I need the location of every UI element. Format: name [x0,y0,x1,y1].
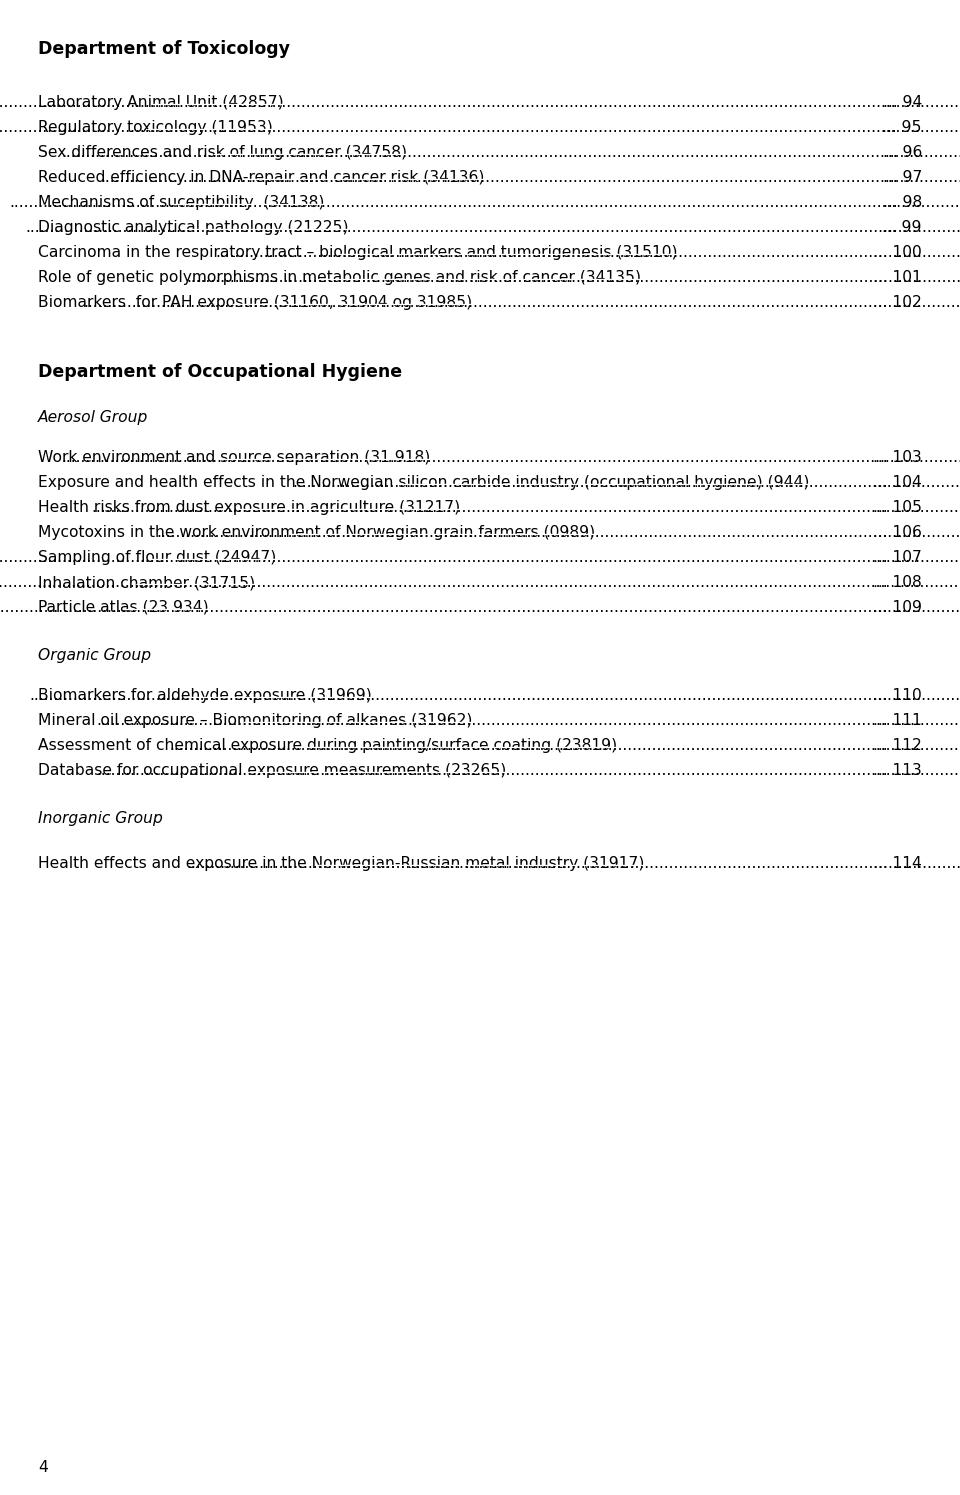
Text: Department of Occupational Hygiene: Department of Occupational Hygiene [38,363,402,381]
Text: Sex differences and risk of lung cancer (34758): Sex differences and risk of lung cancer … [38,145,407,160]
Text: ... 95: ... 95 [882,120,922,135]
Text: ................................................................................: ........................................… [0,96,960,111]
Text: ................................................................................: ........................................… [10,194,960,209]
Text: Health effects and exposure in the Norwegian-Russian metal industry (31917): Health effects and exposure in the Norwe… [38,857,644,872]
Text: ... 111: ... 111 [874,713,922,728]
Text: Database for occupational exposure measurements (23265): Database for occupational exposure measu… [38,762,506,777]
Text: ................................................................................: ........................................… [96,713,960,728]
Text: ... 96: ... 96 [882,145,922,160]
Text: ... 112: ... 112 [874,739,922,753]
Text: ................................................................................: ........................................… [156,525,960,540]
Text: Department of Toxicology: Department of Toxicology [38,40,290,58]
Text: Diagnostic analytical pathology (21225): Diagnostic analytical pathology (21225) [38,220,348,235]
Text: ................................................................................: ........................................… [215,245,960,260]
Text: Sampling of flour dust (24947): Sampling of flour dust (24947) [38,550,276,565]
Text: ... 103: ... 103 [874,450,922,465]
Text: ................................................................................: ........................................… [170,739,960,753]
Text: Mineral oil exposure – Biomonitoring of alkanes (31962): Mineral oil exposure – Biomonitoring of … [38,713,472,728]
Text: ... 102: ... 102 [874,295,922,309]
Text: Role of genetic polymorphisms in metabolic genes and risk of cancer (34135): Role of genetic polymorphisms in metabol… [38,271,641,286]
Text: Laboratory Animal Unit (42857): Laboratory Animal Unit (42857) [38,96,283,111]
Text: ................................................................................: ........................................… [61,145,960,160]
Text: ................................................................................: ........................................… [96,762,960,777]
Text: ................................................................................: ........................................… [0,120,960,135]
Text: ... 106: ... 106 [874,525,922,540]
Text: ... 97: ... 97 [882,170,922,185]
Text: Mycotoxins in the work environment of Norwegian grain farmers (0989): Mycotoxins in the work environment of No… [38,525,595,540]
Text: Carcinoma in the respiratory tract – biological markers and tumorigenesis (31510: Carcinoma in the respiratory tract – bio… [38,245,678,260]
Text: ................................................................................: ........................................… [187,857,960,872]
Text: ... 114: ... 114 [874,857,922,872]
Text: ... 94: ... 94 [882,96,922,111]
Text: ... 105: ... 105 [873,499,922,514]
Text: ... 101: ... 101 [874,271,922,286]
Text: ................................................................................: ........................................… [30,688,960,703]
Text: Organic Group: Organic Group [38,647,151,662]
Text: Reduced efficiency in DNA-repair and cancer risk (34136): Reduced efficiency in DNA-repair and can… [38,170,485,185]
Text: ... 100: ... 100 [874,245,922,260]
Text: ................................................................................: ........................................… [293,475,960,490]
Text: Biomarkers  for PAH exposure (31160, 31904 og 31985): Biomarkers for PAH exposure (31160, 3190… [38,295,472,309]
Text: ................................................................................: ........................................… [92,499,960,514]
Text: Exposure and health effects in the Norwegian silicon carbide industry (occupatio: Exposure and health effects in the Norwe… [38,475,809,490]
Text: Assessment of chemical exposure during painting/surface coating (23819): Assessment of chemical exposure during p… [38,739,617,753]
Text: ................................................................................: ........................................… [61,450,960,465]
Text: ... 104: ... 104 [874,475,922,490]
Text: ................................................................................: ........................................… [0,576,960,591]
Text: ... 113: ... 113 [874,762,922,777]
Text: Biomarkers for aldehyde exposure (31969): Biomarkers for aldehyde exposure (31969) [38,688,372,703]
Text: 4: 4 [38,1461,48,1476]
Text: Health risks from dust exposure in agriculture (31217): Health risks from dust exposure in agric… [38,499,460,514]
Text: ................................................................................: ........................................… [101,170,960,185]
Text: ................................................................................: ........................................… [84,295,960,309]
Text: Regulatory toxicology (11953): Regulatory toxicology (11953) [38,120,273,135]
Text: Work environment and source separation (31.918): Work environment and source separation (… [38,450,430,465]
Text: Particle atlas (23 934): Particle atlas (23 934) [38,599,208,614]
Text: ... 109: ... 109 [873,599,922,614]
Text: ... 98: ... 98 [883,194,922,209]
Text: Inorganic Group: Inorganic Group [38,810,163,827]
Text: ................................................................................: ........................................… [0,599,960,614]
Text: ... 110: ... 110 [874,688,922,703]
Text: Inhalation chamber (31715): Inhalation chamber (31715) [38,576,255,591]
Text: ... 108: ... 108 [874,576,922,591]
Text: ... 99: ... 99 [882,220,922,235]
Text: ................................................................................: ........................................… [0,550,960,565]
Text: ................................................................................: ........................................… [25,220,960,235]
Text: Mechanisms of suceptibility  (34138): Mechanisms of suceptibility (34138) [38,194,324,209]
Text: ... 107: ... 107 [874,550,922,565]
Text: ................................................................................: ........................................… [187,271,960,286]
Text: Aerosol Group: Aerosol Group [38,410,149,425]
